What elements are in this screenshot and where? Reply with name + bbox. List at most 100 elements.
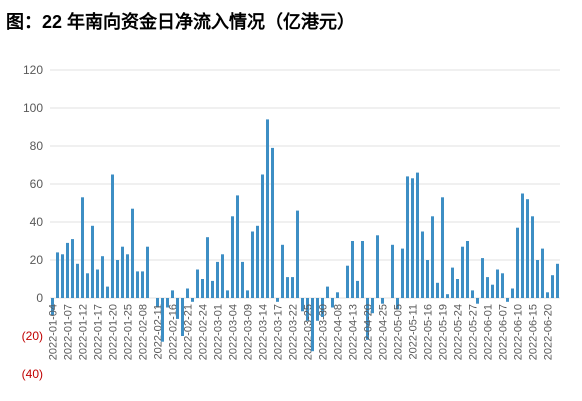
x-tick-label: 2022-04-08 bbox=[333, 304, 345, 360]
bar bbox=[91, 225, 94, 298]
bar bbox=[196, 269, 199, 298]
y-tick-label: 20 bbox=[30, 253, 44, 267]
bar bbox=[516, 227, 519, 298]
bar bbox=[171, 290, 174, 298]
bar bbox=[261, 174, 264, 298]
bar bbox=[221, 254, 224, 298]
y-tick-label: 40 bbox=[30, 215, 44, 229]
y-tick-label: 80 bbox=[30, 139, 44, 153]
bar bbox=[456, 279, 459, 298]
x-tick-label: 2022-03-22 bbox=[288, 304, 300, 360]
bar bbox=[381, 298, 384, 304]
bar bbox=[411, 178, 414, 298]
bar bbox=[181, 298, 184, 336]
bar bbox=[301, 298, 304, 312]
bar bbox=[136, 271, 139, 298]
x-tick-label: 2022-01-04 bbox=[48, 304, 60, 360]
bar bbox=[491, 284, 494, 298]
bar bbox=[531, 216, 534, 298]
bar bbox=[396, 298, 399, 310]
bar bbox=[186, 288, 189, 298]
y-tick-label: (40) bbox=[22, 367, 43, 381]
bar bbox=[211, 280, 214, 298]
bar bbox=[161, 298, 164, 342]
bar bbox=[461, 246, 464, 298]
y-tick-label: (20) bbox=[22, 329, 43, 343]
bar bbox=[536, 260, 539, 298]
bar bbox=[271, 147, 274, 298]
bar bbox=[156, 298, 159, 308]
bar bbox=[511, 288, 514, 298]
x-tick-label: 2022-03-17 bbox=[273, 304, 285, 360]
x-tick-label: 2022-06-20 bbox=[543, 304, 555, 360]
y-tick-label: 60 bbox=[30, 177, 44, 191]
bar bbox=[106, 286, 109, 298]
bar bbox=[446, 294, 449, 298]
x-tick-label: 2022-05-16 bbox=[423, 304, 435, 360]
x-tick-label: 2022-03-14 bbox=[258, 304, 270, 360]
x-tick-label: 2022-06-15 bbox=[528, 304, 540, 360]
x-tick-label: 2022-04-20 bbox=[363, 304, 375, 360]
x-tick-label: 2022-02-24 bbox=[198, 304, 210, 360]
x-tick-label: 2022-05-24 bbox=[453, 304, 465, 360]
x-tick-label: 2022-06-07 bbox=[498, 304, 510, 360]
bar bbox=[256, 225, 259, 298]
bar bbox=[391, 244, 394, 298]
bar bbox=[81, 197, 84, 298]
x-tick-label: 2022-04-25 bbox=[378, 304, 390, 360]
bar bbox=[116, 260, 119, 298]
bar bbox=[366, 298, 369, 340]
x-tick-label: 2022-03-01 bbox=[213, 304, 225, 360]
bar bbox=[56, 252, 59, 298]
x-tick-label: 2022-06-10 bbox=[513, 304, 525, 360]
x-tick-label: 2022-03-04 bbox=[228, 304, 240, 360]
bar bbox=[231, 216, 234, 298]
bar bbox=[331, 298, 334, 308]
bar bbox=[266, 119, 269, 299]
bar bbox=[191, 298, 194, 302]
bar bbox=[311, 298, 314, 352]
y-tick-label: 100 bbox=[23, 101, 43, 115]
bar bbox=[326, 286, 329, 298]
bar bbox=[361, 241, 364, 298]
x-tick-label: 2022-01-12 bbox=[78, 304, 90, 360]
bar bbox=[51, 298, 54, 316]
y-tick-label: 0 bbox=[36, 291, 43, 305]
bar bbox=[321, 298, 324, 317]
bar bbox=[216, 261, 219, 298]
bar bbox=[291, 277, 294, 298]
bar bbox=[416, 172, 419, 298]
bar bbox=[486, 277, 489, 298]
bar bbox=[371, 298, 374, 314]
bar bbox=[476, 298, 479, 304]
bar bbox=[506, 298, 509, 302]
bar bbox=[76, 263, 79, 298]
bar bbox=[236, 195, 239, 298]
bar bbox=[421, 231, 424, 298]
bar bbox=[226, 290, 229, 298]
x-tick-label: 2022-01-07 bbox=[63, 304, 75, 360]
x-tick-label: 2022-02-08 bbox=[138, 304, 150, 360]
bar bbox=[281, 244, 284, 298]
bar bbox=[251, 231, 254, 298]
bar bbox=[526, 199, 529, 298]
bar bbox=[111, 174, 114, 298]
bar bbox=[351, 241, 354, 298]
y-tick-label: 120 bbox=[23, 63, 43, 77]
bar bbox=[206, 237, 209, 298]
x-tick-label: 2022-01-25 bbox=[123, 304, 135, 360]
bar bbox=[546, 292, 549, 298]
x-tick-label: 2022-01-17 bbox=[93, 304, 105, 360]
bar bbox=[441, 197, 444, 298]
bar bbox=[276, 298, 279, 302]
bar bbox=[121, 246, 124, 298]
bar bbox=[286, 277, 289, 298]
bar bbox=[176, 298, 179, 319]
bar bbox=[551, 275, 554, 298]
x-tick-label: 2022-03-09 bbox=[243, 304, 255, 360]
bar bbox=[471, 290, 474, 298]
bar bbox=[126, 254, 129, 298]
x-tick-label: 2022-03-30 bbox=[318, 304, 330, 360]
x-tick-label: 2022-04-13 bbox=[348, 304, 360, 360]
